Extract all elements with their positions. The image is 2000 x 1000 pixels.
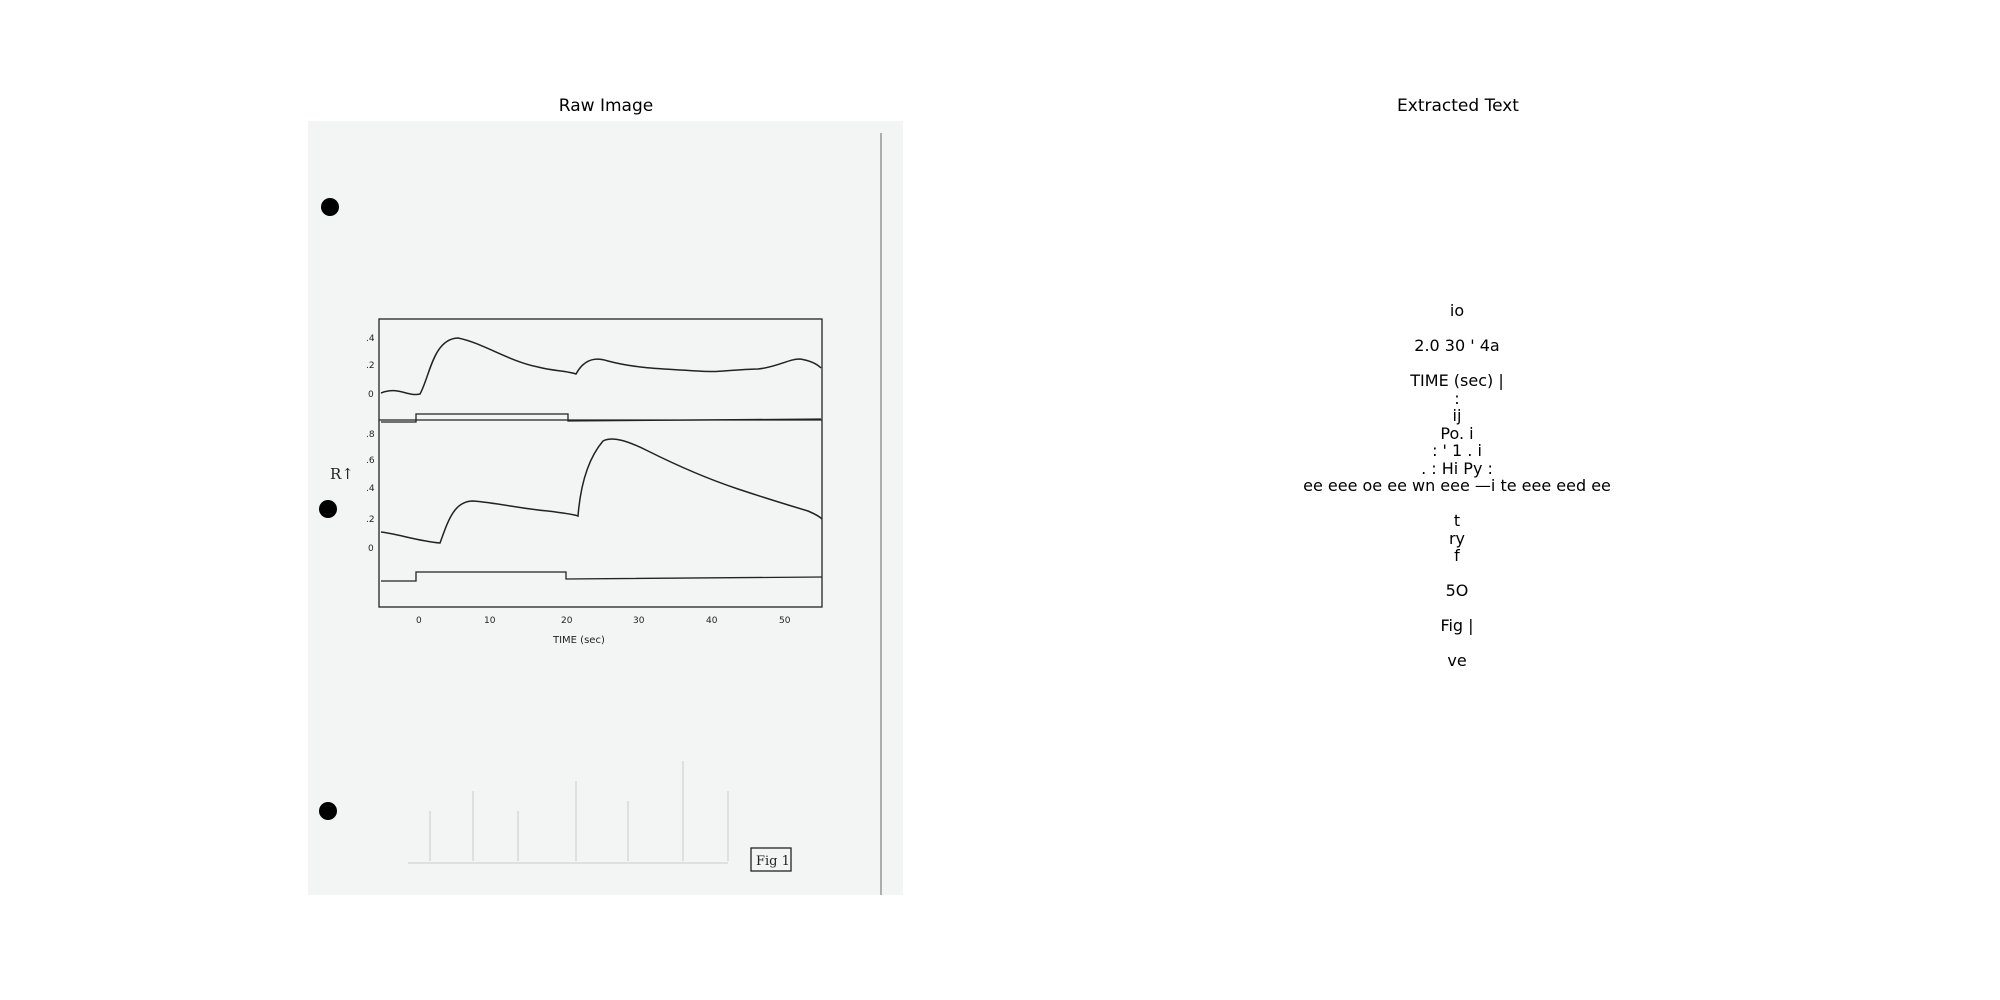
x-tick-5: 40 [706,616,718,626]
y-tick-bottom-5: 0 [368,544,374,554]
extracted-text-title: Extracted Text [1397,96,1519,116]
ocr-line [1157,355,1757,373]
ocr-line: : ' 1 . i [1432,441,1482,460]
y-tick-labels: .4 .2 0 .8 .6 .4 .2 0 [366,334,375,554]
raw-scanned-page: .4 .2 0 .8 .6 .4 .2 0 R↑ 0 10 20 30 40 5… [308,121,903,895]
y-tick-bottom-3: .4 [366,484,375,494]
y-axis-label: R↑ [330,465,354,483]
ocr-line: io [1449,301,1465,320]
figure-label: Fig 1 [756,854,790,869]
ocr-line: ry [1448,528,1466,548]
bottom-stimulus-trace [381,571,823,582]
ocr-line: . : Hi Py : [1421,458,1493,478]
ocr-line [1157,635,1757,653]
figure-label-box [750,847,792,872]
ocr-line [1157,565,1757,583]
bottom-trace [380,438,823,544]
ocr-line: ve [1447,651,1467,670]
binder-hole-bottom [319,802,337,820]
plot-frame [378,318,823,608]
x-tick-2: 10 [484,616,496,626]
y-tick-top-2: .2 [366,361,375,371]
x-tick-6: 50 [779,616,791,626]
ocr-line: 2.0 30 ' 4a [1414,336,1500,355]
ocr-line: ij [1452,406,1462,425]
y-tick-bottom-4: .2 [366,515,375,525]
top-stimulus-trace [381,413,822,423]
scan-drawing: .4 .2 0 .8 .6 .4 .2 0 R↑ 0 10 20 30 40 5… [319,133,882,895]
x-tick-1: 0 [416,616,422,626]
x-tick-3: 20 [561,616,573,626]
ocr-line [1157,600,1757,618]
ocr-line: 5O [1445,581,1469,600]
extracted-text-panel: io 2.0 30 ' 4a TIME (sec) | : ij Po. i :… [1157,302,1757,670]
ocr-line: t [1453,511,1461,530]
ocr-line: ee eee oe ee wn eee —i te eee eed ee [1303,476,1611,495]
binder-hole-middle [319,500,337,518]
ocr-line: Po. i [1440,423,1474,443]
x-tick-4: 30 [633,616,645,626]
y-tick-bottom-1: .8 [366,430,375,440]
x-tick-labels: 0 10 20 30 40 50 [416,616,791,626]
ocr-line: Fig | [1440,616,1474,635]
ocr-line: f [1454,546,1460,565]
x-axis-label: TIME (sec) [552,635,605,646]
y-tick-bottom-2: .6 [366,456,375,466]
scan-artifacts [408,761,729,864]
ocr-line [1157,320,1757,338]
binder-hole-top [321,198,339,216]
y-tick-top-3: 0 [368,390,374,400]
raw-image-title: Raw Image [558,96,654,116]
top-trace [380,337,822,396]
ocr-line: : [1454,388,1460,408]
y-tick-top-1: .4 [366,334,375,344]
ocr-line [1157,495,1757,513]
ocr-line: TIME (sec) | [1410,371,1504,390]
